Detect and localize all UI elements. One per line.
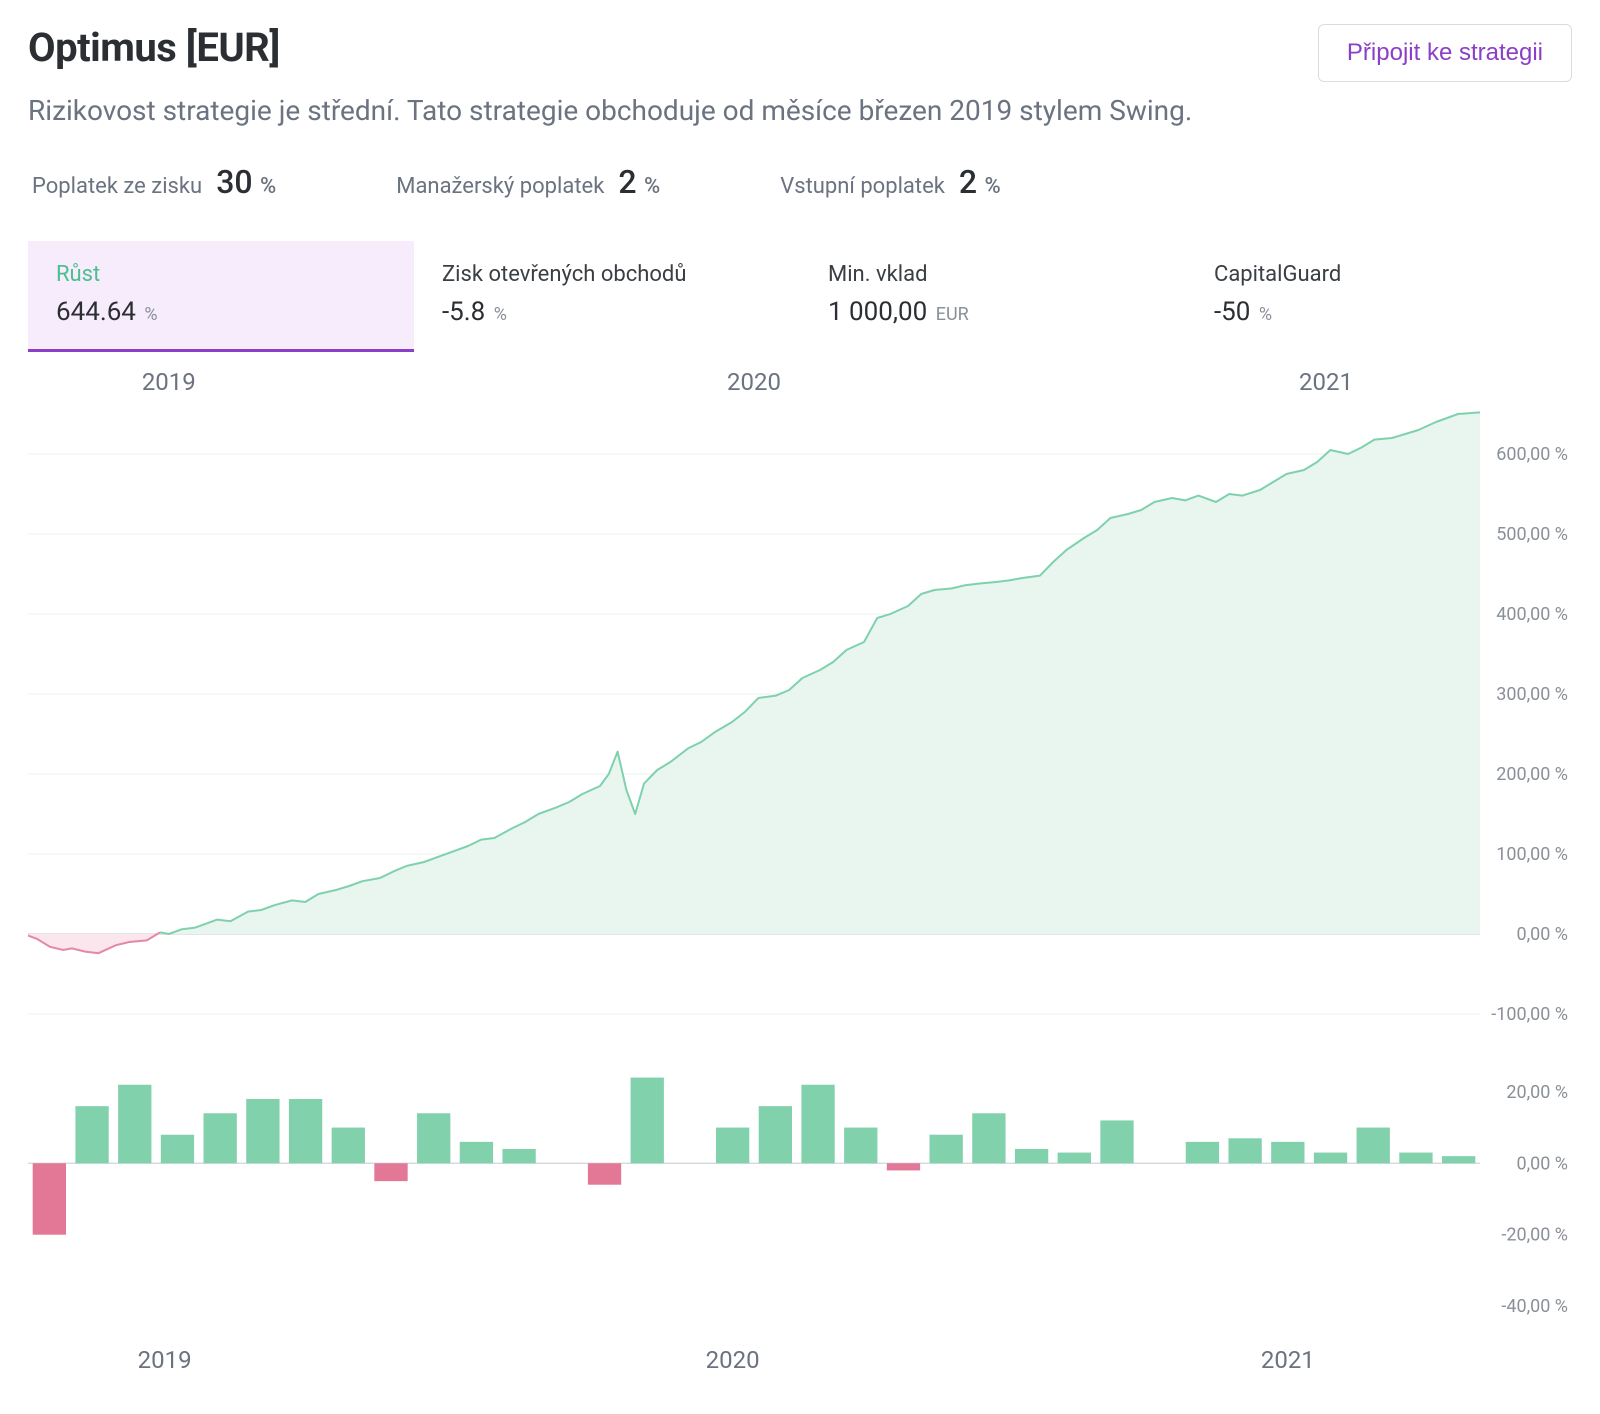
bar — [801, 1085, 834, 1164]
bar — [930, 1135, 963, 1164]
bar — [716, 1128, 749, 1164]
x-axis-year-label: 2020 — [706, 1346, 760, 1374]
y-axis-tick-label: 0,00 % — [1516, 1153, 1568, 1174]
fee-unit: % — [639, 174, 661, 199]
fee-label: Poplatek ze zisku — [32, 174, 202, 199]
bar — [161, 1135, 194, 1164]
monthly-bar-chart: -40,00 % -20,00 % 0,00 % 20,00 % 2019 2020 202… — [28, 1064, 1572, 1374]
bar — [1228, 1138, 1261, 1163]
stat-title: Min. vklad — [828, 262, 1158, 287]
bar — [1314, 1153, 1347, 1164]
stat-card[interactable]: CapitalGuard -50 % — [1186, 241, 1572, 352]
y-axis-tick-label: 400,00 % — [1496, 604, 1568, 625]
y-axis-tick-label: 300,00 % — [1496, 684, 1568, 705]
fee-value: 30 % — [216, 163, 276, 201]
stat-title: Růst — [56, 262, 386, 287]
stat-value: 644.64 % — [56, 297, 386, 327]
page-title: Optimus [EUR] — [28, 24, 280, 71]
stat-unit: % — [489, 304, 507, 325]
stat-unit: % — [140, 304, 158, 325]
y-axis-tick-label: -40,00 % — [1501, 1296, 1568, 1317]
x-axis-year-label: 2019 — [142, 368, 196, 396]
join-strategy-button[interactable]: Připojit ke strategii — [1318, 24, 1572, 82]
stat-card[interactable]: Růst 644.64 % — [28, 241, 414, 352]
bar — [1442, 1156, 1475, 1163]
line-chart-top-axis: 2019 2020 2021 — [28, 360, 1572, 404]
bar — [1271, 1142, 1304, 1163]
bar — [1058, 1153, 1091, 1164]
x-axis-year-label: 2021 — [1261, 1346, 1315, 1374]
stat-value: -50 % — [1214, 297, 1544, 327]
fee-block: Manažerský poplatek 2 % — [396, 163, 660, 201]
bar — [1399, 1153, 1432, 1164]
fee-block: Poplatek ze zisku 30 % — [32, 163, 276, 201]
bar — [1186, 1142, 1219, 1163]
bar — [588, 1163, 621, 1184]
bar — [33, 1163, 66, 1234]
bar — [75, 1106, 108, 1163]
fee-value: 2 % — [959, 163, 1001, 201]
y-axis-tick-label: -20,00 % — [1501, 1225, 1568, 1246]
stat-card[interactable]: Zisk otevřených obchodů -5.8 % — [414, 241, 800, 352]
fee-value: 2 % — [618, 163, 660, 201]
stat-title: CapitalGuard — [1214, 262, 1544, 287]
growth-line-chart: -100,00 % 0,00 % 100,00 % 200,00 % 300,00 % 4… — [28, 404, 1572, 1024]
stat-unit: EUR — [931, 304, 968, 325]
bar — [417, 1113, 450, 1163]
fee-block: Vstupní poplatek 2 % — [780, 163, 1001, 201]
y-axis-tick-label: -100,00 % — [1491, 1004, 1568, 1024]
fee-label: Vstupní poplatek — [780, 174, 945, 199]
fee-unit: % — [255, 174, 277, 199]
fee-label: Manažerský poplatek — [396, 174, 604, 199]
x-axis-year-label: 2021 — [1299, 368, 1353, 396]
y-axis-tick-label: 600,00 % — [1496, 444, 1568, 465]
x-axis-year-label: 2019 — [138, 1346, 192, 1374]
bar — [1357, 1128, 1390, 1164]
y-axis-tick-label: 500,00 % — [1496, 524, 1568, 545]
bar — [1015, 1149, 1048, 1163]
bar — [759, 1106, 792, 1163]
bar — [844, 1128, 877, 1164]
bar — [118, 1085, 151, 1164]
y-axis-tick-label: 200,00 % — [1496, 764, 1568, 785]
fee-unit: % — [979, 174, 1001, 199]
stat-card[interactable]: Min. vklad 1 000,00 EUR — [800, 241, 1186, 352]
y-axis-tick-label: 0,00 % — [1516, 924, 1568, 945]
fees-row: Poplatek ze zisku 30 % Manažerský poplatek… — [28, 163, 1572, 201]
y-axis-tick-label: 100,00 % — [1496, 844, 1568, 865]
stat-unit: % — [1254, 304, 1272, 325]
stat-value: -5.8 % — [442, 297, 772, 327]
stat-value: 1 000,00 EUR — [828, 297, 1158, 327]
bar — [204, 1113, 237, 1163]
stats-row: Růst 644.64 % Zisk otevřených obchodů -5.8 … — [28, 241, 1572, 352]
bar — [460, 1142, 493, 1163]
bar — [289, 1099, 322, 1163]
bar — [502, 1149, 535, 1163]
x-axis-year-label: 2020 — [727, 368, 781, 396]
stat-title: Zisk otevřených obchodů — [442, 262, 772, 287]
bar — [972, 1113, 1005, 1163]
bar — [332, 1128, 365, 1164]
strategy-subtitle: Rizikovost strategie je střední. Tato st… — [28, 94, 1572, 127]
bar — [246, 1099, 279, 1163]
bar — [374, 1163, 407, 1181]
bar — [887, 1163, 920, 1170]
bar — [631, 1078, 664, 1164]
bar — [1100, 1120, 1133, 1163]
y-axis-tick-label: 20,00 % — [1506, 1082, 1568, 1103]
